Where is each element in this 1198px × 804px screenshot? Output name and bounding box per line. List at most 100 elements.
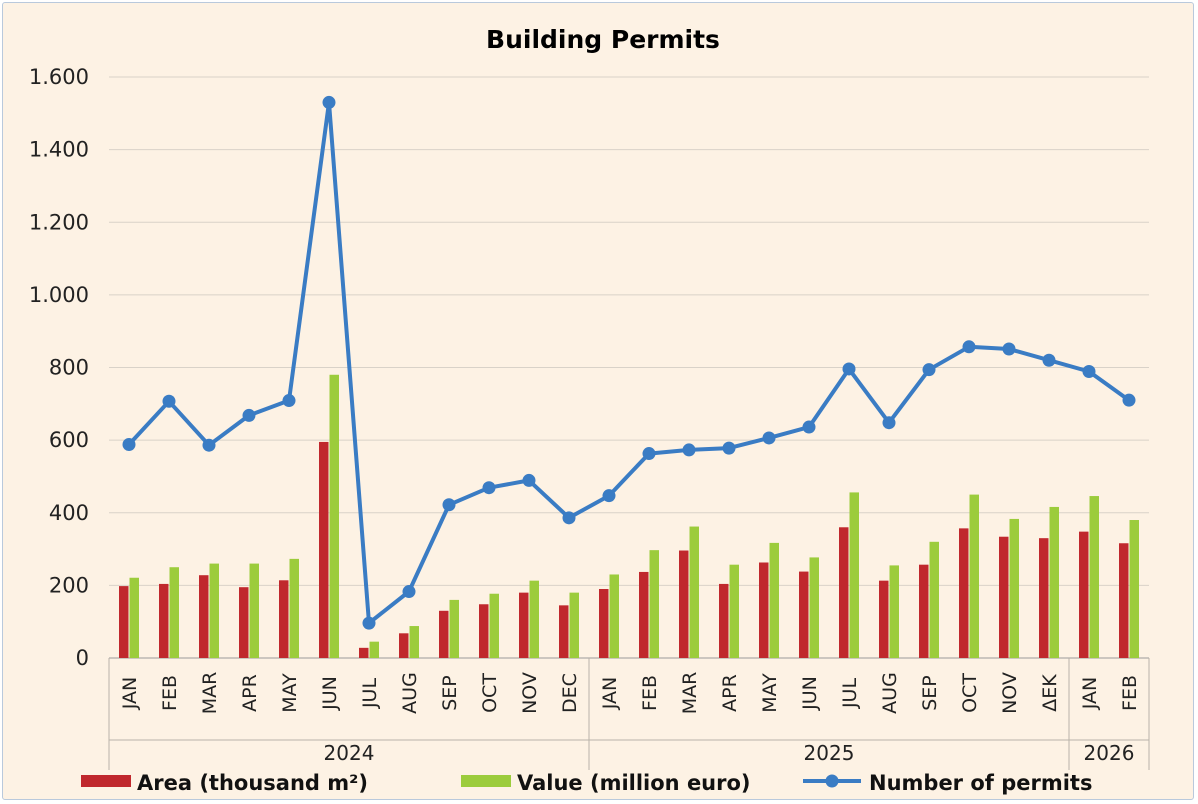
permits-polyline <box>127 100 1131 626</box>
bar-area <box>1039 538 1049 658</box>
permits-point <box>202 438 216 452</box>
bar-value <box>209 563 219 658</box>
permits-point <box>162 394 176 408</box>
x-tick-label: JUN <box>799 676 821 711</box>
permits-point <box>362 616 376 630</box>
bar-value <box>689 526 699 658</box>
permits-point <box>842 362 856 376</box>
bar-value <box>489 593 499 658</box>
bar-area <box>919 564 929 658</box>
legend-label-value: Value (million euro) <box>517 771 751 795</box>
y-tick-label: 1.600 <box>29 65 89 89</box>
y-tick-label: 400 <box>49 501 89 525</box>
bar-area <box>559 605 569 658</box>
permits-point <box>562 511 576 525</box>
permits-point <box>762 431 776 445</box>
bar-area <box>159 583 169 658</box>
permits-point <box>962 340 976 354</box>
bar-area <box>1079 531 1089 658</box>
y-tick-label: 1.200 <box>29 210 89 234</box>
y-axis-ticks: 0 200 400 600 800 1.000 1.200 1.400 1.600 <box>29 65 89 670</box>
bar-area <box>119 586 129 658</box>
bar-value <box>769 542 779 658</box>
x-axis: JAN FEB MAR APR MAY JUN JUL AUG SEP OCT NOV DEC JAN F… <box>108 658 1150 770</box>
bar-value <box>609 574 619 658</box>
bar-area <box>599 589 609 658</box>
year-label: 2024 <box>324 741 375 765</box>
x-tick-label: MAY <box>279 673 301 713</box>
bar-area <box>679 550 689 658</box>
bar-area <box>799 571 809 658</box>
bar-area <box>439 610 449 658</box>
x-tick-label: FEB <box>639 675 661 711</box>
bar-area <box>999 536 1009 658</box>
x-tick-label: AUG <box>879 672 901 714</box>
bar-value <box>1009 518 1019 658</box>
legend-swatch-permits-marker <box>825 774 839 788</box>
bar-area <box>719 583 729 658</box>
bar-value <box>169 567 179 658</box>
x-tick-label: MAR <box>679 672 701 715</box>
bar-value <box>129 577 139 658</box>
permits-point <box>602 489 616 503</box>
bar-value <box>529 580 539 658</box>
permits-point <box>882 416 896 430</box>
bar-value <box>969 494 979 658</box>
bar-area <box>879 580 889 658</box>
legend-swatch-value <box>461 775 511 787</box>
bar-value <box>1129 520 1139 658</box>
bars <box>119 374 1139 658</box>
y-tick-label: 0 <box>76 646 89 670</box>
bar-value <box>329 374 339 658</box>
bar-value <box>809 557 819 658</box>
permits-point <box>442 498 456 512</box>
bar-value <box>1049 506 1059 658</box>
x-tick-label: MAR <box>199 672 221 715</box>
permits-point <box>922 363 936 377</box>
x-tick-label: APR <box>719 674 741 712</box>
x-tick-label: JUL <box>839 678 861 710</box>
bar-area <box>759 562 769 658</box>
legend-swatch-area <box>81 775 131 787</box>
x-tick-label: JUN <box>319 676 341 711</box>
x-tick-label: FEB <box>1119 675 1141 711</box>
permits-point <box>322 95 336 109</box>
bar-value <box>409 626 419 658</box>
bar-value <box>569 592 579 658</box>
bar-area <box>519 592 529 658</box>
permits-point <box>402 585 416 599</box>
building-permits-chart: Building Permits 0 200 400 600 800 1.000 1.200… <box>29 25 1150 795</box>
bar-area <box>239 587 249 658</box>
permits-point <box>1082 364 1096 378</box>
year-label: 2026 <box>1084 741 1135 765</box>
bar-value <box>1089 496 1099 658</box>
permits-point <box>1042 353 1056 367</box>
x-tick-label: APR <box>239 674 261 712</box>
bar-value <box>249 563 259 658</box>
bar-area <box>399 633 409 658</box>
bar-value <box>889 565 899 658</box>
x-tick-label: AUG <box>399 672 421 714</box>
permits-point <box>522 473 536 487</box>
bar-area <box>279 580 289 658</box>
bar-area <box>199 575 209 658</box>
x-tick-label: OCT <box>479 673 501 713</box>
x-tick-label: JAN <box>599 677 621 710</box>
x-tick-label: SEP <box>439 675 461 711</box>
x-tick-label: JAN <box>1079 677 1101 710</box>
x-tick-label: NOV <box>999 672 1021 714</box>
gridlines <box>109 76 1149 659</box>
permits-point <box>682 443 696 457</box>
bar-value <box>289 558 299 658</box>
x-tick-label: OCT <box>959 673 981 713</box>
bar-value <box>929 541 939 658</box>
x-tick-label: JAN <box>119 677 141 710</box>
bar-value <box>649 550 659 658</box>
x-tick-label: SEP <box>919 675 941 711</box>
chart-title: Building Permits <box>486 25 720 54</box>
permits-point <box>282 394 296 408</box>
permits-line <box>122 95 1136 630</box>
y-tick-label: 1.400 <box>29 138 89 162</box>
bar-area <box>839 527 849 658</box>
